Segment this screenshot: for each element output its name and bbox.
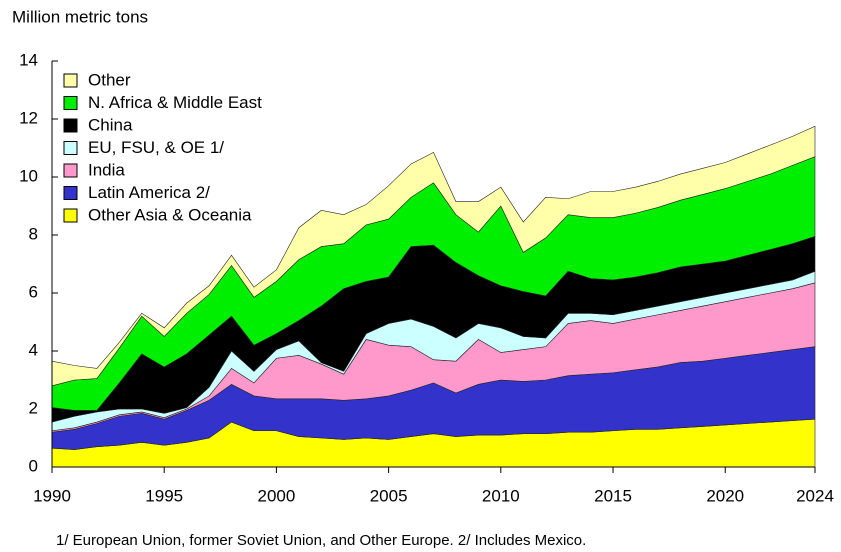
- footnote: 1/ European Union, former Soviet Union, …: [56, 532, 586, 549]
- y-axis-label: Million metric tons: [12, 7, 148, 26]
- legend-swatch: [63, 73, 78, 88]
- legend-swatch: [63, 208, 78, 223]
- x-tick-label: 2015: [594, 486, 632, 505]
- legend-swatch: [63, 186, 78, 200]
- x-tick-label: 2010: [482, 486, 520, 505]
- x-tick-label: 1990: [33, 486, 71, 505]
- x-tick-label: 2005: [370, 486, 408, 505]
- legend-label: EU, FSU, & OE 1/: [88, 138, 224, 157]
- legend-label: Other: [88, 70, 131, 89]
- x-tick-label: 2024: [796, 486, 834, 505]
- legend-label: India: [88, 160, 125, 179]
- y-tick-label: 8: [29, 224, 38, 243]
- x-tick-label: 2020: [706, 486, 744, 505]
- legend-label: China: [88, 115, 133, 134]
- legend-label: Other Asia & Oceania: [88, 205, 252, 224]
- y-tick-label: 14: [19, 50, 38, 69]
- legend-swatch: [63, 163, 78, 178]
- legend-swatch: [63, 118, 78, 133]
- area: [51, 125, 816, 387]
- x-tick-label: 2000: [257, 486, 295, 505]
- y-tick-label: 4: [29, 340, 38, 359]
- legend-label: Latin America 2/: [88, 183, 210, 202]
- y-tick-label: 2: [29, 398, 38, 417]
- y-tick-label: 6: [29, 282, 38, 301]
- y-tick-label: 12: [19, 108, 38, 127]
- y-tick-label: 10: [19, 166, 38, 185]
- legend-swatch: [63, 96, 78, 110]
- legend-swatch: [63, 141, 78, 155]
- y-tick-label: 0: [29, 456, 38, 475]
- x-tick-label: 1995: [145, 486, 183, 505]
- legend-label: N. Africa & Middle East: [88, 93, 262, 112]
